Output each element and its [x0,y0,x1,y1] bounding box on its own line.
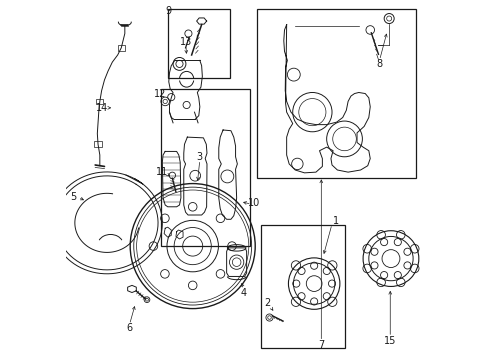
Text: 3: 3 [196,152,203,162]
Text: 2: 2 [264,298,270,308]
Bar [118,45,124,51]
Text: 11: 11 [155,167,167,177]
Text: 10: 10 [248,198,260,208]
Text: 15: 15 [383,337,396,346]
Bar [167,9,230,78]
Bar [260,225,344,348]
Text: 7: 7 [318,340,324,350]
Text: 13: 13 [180,37,192,48]
Text: 5: 5 [70,192,77,202]
Text: 1: 1 [332,216,338,226]
Text: 8: 8 [376,59,382,69]
Text: 12: 12 [154,89,166,99]
Bar [94,141,102,147]
Text: 4: 4 [240,288,246,297]
Bar [257,9,415,178]
Bar [160,89,249,246]
Text: 14: 14 [95,103,107,113]
Text: 6: 6 [126,323,132,333]
Text: 9: 9 [165,6,171,17]
Bar [96,99,103,104]
